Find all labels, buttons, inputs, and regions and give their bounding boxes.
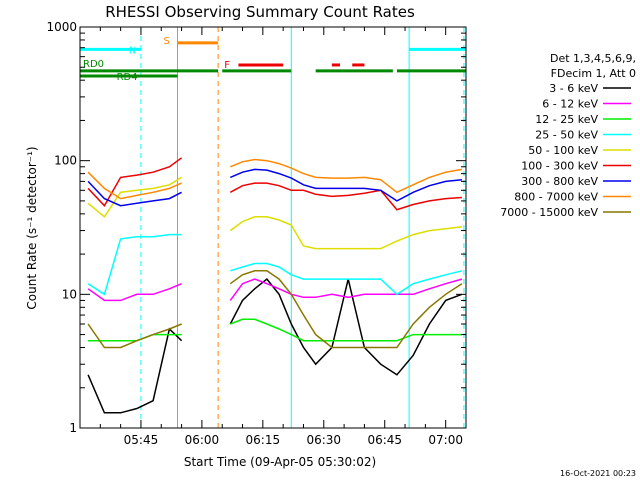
x-tick-label-1: 06:00 [185,433,220,447]
legend-label-6: 300 - 800 keV [521,175,598,188]
series-50-100-kev-segment-2 [229,216,462,250]
legend-label-3: 25 - 50 keV [535,129,598,142]
legend-label-0: 3 - 6 keV [549,82,598,95]
series-6-12-kev-segment-1 [87,283,182,302]
series-300-800-kev-segment-1 [87,180,182,207]
legend-label-1: 6 - 12 keV [542,98,598,111]
series-100-300-kev-segment-2 [229,182,462,211]
flag-label-f: F [224,60,230,71]
series-6-12-kev-segment-2 [229,278,463,301]
series-800-7000-kev-segment-2 [230,158,463,194]
vertical-markers [140,27,465,428]
series-7000-15000-kev-segment-2 [229,270,463,349]
legend-header-line-1: Det 1,3,4,5,6,9, [550,52,636,65]
legend: Det 1,3,4,5,6,9, FDecim 1, Att 0 3 - 6 k… [500,52,636,219]
series-100-300-kev-segment-1 [87,157,183,207]
flag-label-s: S [164,36,170,47]
y-tick-label-3: 1000 [46,20,77,34]
series-7000-15000-kev-segment-1 [87,323,182,349]
flag-label-rd4: RD4 [117,72,138,83]
chart-title: RHESSI Observing Summary Count Rates [105,3,415,21]
flag-label-n: N [129,45,136,56]
y-tick-label-0: 1 [69,421,77,435]
x-tick-label-3: 06:30 [306,433,341,447]
flag-label-rd0: RD0 [83,59,104,70]
y-tick-label-2: 100 [54,154,77,168]
axis-ticks: 05:45 06:00 06:15 06:30 06:45 07:00 1 10 100 1000 [46,20,466,447]
x-tick-label-0: 05:45 [124,433,159,447]
x-tick-label-5: 07:00 [428,433,463,447]
legend-label-4: 50 - 100 keV [528,144,598,157]
series-300-800-kev-segment-2 [230,168,462,202]
generation-timestamp: 16-Oct-2021 00:23 [560,469,636,478]
series-50-100-kev-segment-1 [87,176,182,218]
series-lines [87,157,463,414]
x-tick-label-2: 06:15 [246,433,281,447]
series-25-50-kev-segment-1 [87,233,182,296]
legend-header-line-2: FDecim 1, Att 0 [551,67,636,80]
x-tick-label-4: 06:45 [367,433,402,447]
series-800-7000-kev-segment-1 [87,171,182,200]
legend-label-7: 800 - 7000 keV [514,191,598,204]
legend-label-2: 12 - 25 keV [535,113,598,126]
observing-flags: N S F RD0 RD4 [80,36,466,83]
y-axis-label: Count Rate (s⁻¹ detector⁻¹) [25,146,39,309]
plot-frame [79,26,467,429]
legend-label-8: 7000 - 15000 keV [500,206,598,219]
x-axis-label: Start Time (09-Apr-05 05:30:02) [184,455,376,469]
y-tick-label-1: 10 [62,287,77,301]
series-12-25-kev-segment-2 [230,318,462,342]
series-25-50-kev-segment-2 [230,262,463,296]
legend-label-5: 100 - 300 keV [521,160,598,173]
